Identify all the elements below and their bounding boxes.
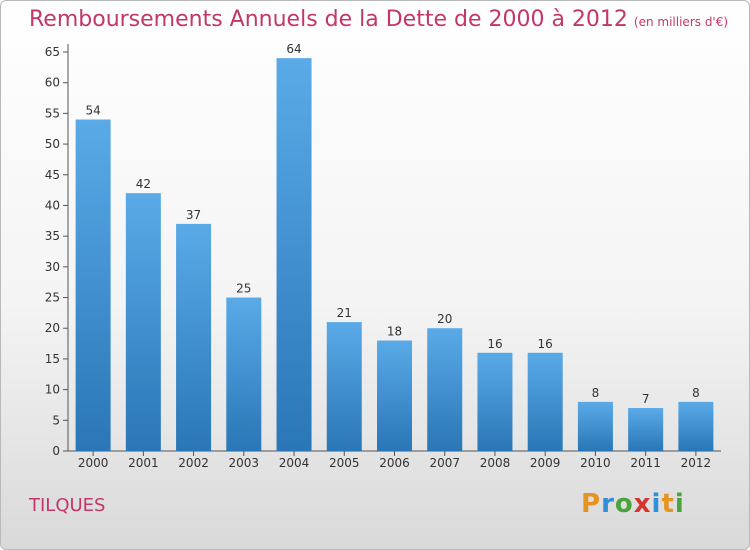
data-label: 8 bbox=[692, 386, 700, 400]
x-tick-label: 2005 bbox=[329, 456, 360, 470]
bar bbox=[125, 193, 161, 451]
y-tick-label: 45 bbox=[45, 168, 60, 182]
y-tick-label: 20 bbox=[45, 321, 60, 335]
data-label: 64 bbox=[286, 42, 301, 56]
unit-note: (en milliers d'€) bbox=[633, 15, 729, 29]
bar bbox=[377, 340, 412, 451]
x-tick-label: 2004 bbox=[279, 456, 310, 470]
data-label: 16 bbox=[538, 337, 553, 351]
x-tick-label: 2003 bbox=[229, 456, 260, 470]
chart-title-block: Remboursements Annuels de la Dette de 20… bbox=[29, 7, 728, 32]
x-tick-label: 2000 bbox=[78, 456, 109, 470]
axes: 0 5 10 15 20 25 30 35 40 45 50 55 60 65 2000 2001 2002 20… bbox=[45, 44, 721, 470]
x-tick-label: 2010 bbox=[580, 456, 611, 470]
y-tick-label: 40 bbox=[45, 198, 60, 212]
data-label: 16 bbox=[487, 337, 502, 351]
y-tick-label: 30 bbox=[45, 260, 60, 274]
x-tick-label: 2009 bbox=[530, 456, 561, 470]
x-tick-label: 2006 bbox=[379, 456, 410, 470]
data-label: 25 bbox=[236, 282, 251, 296]
data-label: 42 bbox=[136, 177, 151, 191]
y-tick-label: 5 bbox=[52, 413, 60, 427]
bar bbox=[628, 408, 664, 451]
data-label: 7 bbox=[642, 392, 650, 406]
y-tick-label: 60 bbox=[45, 76, 60, 90]
bar-chart: 0 5 10 15 20 25 30 35 40 45 50 55 60 65 2000 2001 2002 20… bbox=[45, 42, 721, 470]
bar bbox=[276, 58, 312, 452]
bar bbox=[226, 297, 262, 451]
y-tick-label: 55 bbox=[45, 106, 60, 120]
x-tick-label: 2011 bbox=[630, 456, 661, 470]
y-tick-label: 10 bbox=[45, 383, 60, 397]
bar bbox=[427, 328, 463, 451]
data-label: 37 bbox=[186, 208, 201, 222]
y-tick-label: 0 bbox=[52, 444, 60, 458]
data-labels: 54 42 37 25 64 21 18 20 16 16 8 7 8 bbox=[85, 42, 699, 406]
data-label: 8 bbox=[592, 386, 600, 400]
x-tick-label: 2001 bbox=[128, 456, 159, 470]
bar bbox=[326, 322, 362, 451]
x-tick-label: 2002 bbox=[178, 456, 209, 470]
bars bbox=[75, 58, 714, 452]
y-tick-label: 35 bbox=[45, 229, 60, 243]
bar bbox=[577, 401, 613, 451]
y-tick-label: 65 bbox=[45, 45, 60, 59]
y-tick-label: 25 bbox=[45, 291, 60, 305]
proxiti-logo: Proxiti bbox=[581, 489, 685, 519]
data-label: 20 bbox=[437, 312, 452, 326]
chart-title: Remboursements Annuels de la Dette de 20… bbox=[29, 7, 628, 32]
data-label: 18 bbox=[387, 325, 402, 339]
data-label: 21 bbox=[337, 306, 352, 320]
commune-name: TILQUES bbox=[29, 495, 106, 516]
bar bbox=[678, 401, 714, 451]
y-tick-label: 50 bbox=[45, 137, 60, 151]
bar bbox=[176, 223, 212, 451]
y-tick-label: 15 bbox=[45, 352, 60, 366]
bar bbox=[527, 352, 563, 451]
data-label: 54 bbox=[85, 104, 100, 118]
x-tick-label: 2007 bbox=[429, 456, 460, 470]
x-tick-label: 2008 bbox=[480, 456, 511, 470]
bar bbox=[75, 119, 111, 452]
x-tick-label: 2012 bbox=[681, 456, 712, 470]
bar bbox=[477, 352, 513, 451]
